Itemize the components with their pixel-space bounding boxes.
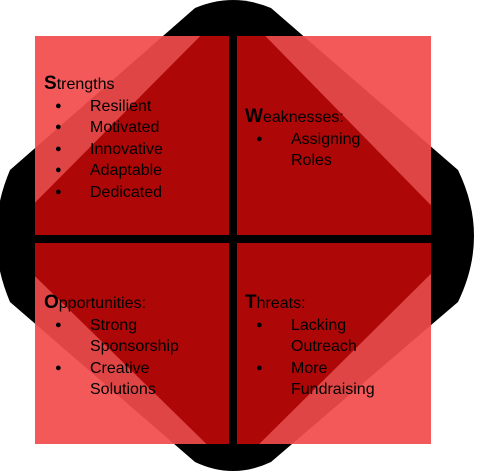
strengths-item: Dedicated [44, 182, 224, 204]
opportunities-quadrant: Opportunities: Strong Sponsorship Creati… [44, 292, 229, 401]
strengths-list: Resilient Motivated Innovative Adaptable… [44, 96, 224, 204]
weaknesses-initial: W [245, 106, 263, 127]
strengths-item: Innovative [44, 139, 224, 161]
weaknesses-title-rest: eaknesses: [262, 109, 344, 126]
strengths-quadrant: Strengths Resilient Motivated Innovative… [44, 73, 224, 203]
weaknesses-quadrant: Weaknesses: Assigning Roles [245, 106, 425, 172]
strengths-item: Motivated [44, 117, 224, 139]
horizontal-divider [35, 235, 431, 243]
strengths-item: Resilient [44, 96, 224, 118]
threats-item: Lacking Outreach [245, 315, 430, 358]
strengths-item: Adaptable [44, 160, 224, 182]
strengths-initial: S [44, 73, 57, 94]
threats-title: Threats: [245, 292, 430, 315]
strengths-title-rest: trengths [56, 76, 115, 93]
threats-title-rest: hreats: [256, 295, 306, 312]
weaknesses-item: Assigning Roles [245, 129, 425, 172]
strengths-title: Strengths [44, 73, 224, 96]
opportunities-title-rest: pportunities: [58, 295, 146, 312]
opportunities-list: Strong Sponsorship Creative Solutions [44, 315, 229, 401]
threats-item: More Fundraising [245, 358, 430, 401]
weaknesses-list: Assigning Roles [245, 129, 425, 172]
opportunities-item: Creative Solutions [44, 358, 229, 401]
opportunities-item: Strong Sponsorship [44, 315, 229, 358]
threats-initial: T [245, 292, 257, 313]
threats-quadrant: Threats: Lacking Outreach More Fundraisi… [245, 292, 430, 401]
weaknesses-title: Weaknesses: [245, 106, 425, 129]
threats-list: Lacking Outreach More Fundraising [245, 315, 430, 401]
opportunities-title: Opportunities: [44, 292, 229, 315]
opportunities-initial: O [44, 292, 59, 313]
